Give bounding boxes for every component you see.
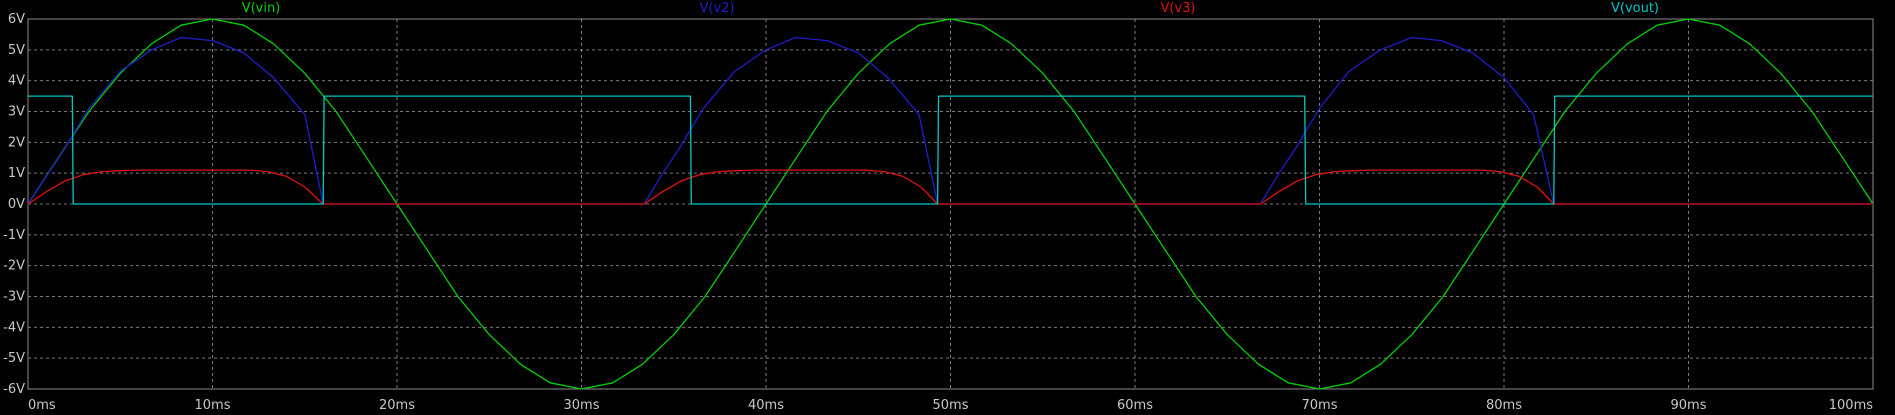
legend[interactable]: V(vin) V(v2) V(v3) V(vout) [242,1,1659,16]
series-traces [27,18,1874,390]
legend-entry[interactable]: V(v3) [1160,1,1195,16]
series-line-3 [28,95,1873,205]
legend-entry[interactable]: V(vin) [242,1,281,16]
y-tick-label: 6V [8,12,25,27]
x-tick-label: 50ms [933,398,969,413]
y-tick-label: 2V [8,135,25,150]
x-tick-label: 0ms [28,398,56,413]
y-tick-labels: 6V 5V 4V 3V 2V 1V 0V -1V -2V -3V -4V -5V -6V [3,12,25,397]
y-tick-label: -3V [3,290,25,305]
y-tick-label: 4V [8,74,25,89]
y-tick-label: -2V [3,259,25,274]
legend-entry[interactable]: V(v2) [699,1,734,16]
x-tick-label: 100ms [1829,398,1873,413]
y-tick-label: -6V [3,382,25,397]
y-tick-label: 3V [8,105,25,120]
legend-entry[interactable]: V(vout) [1611,1,1659,16]
series-line-1 [27,36,1873,205]
series-line-2 [27,169,1873,205]
x-tick-label: 60ms [1117,398,1153,413]
x-tick-label: 30ms [564,398,600,413]
y-tick-label: -4V [3,320,25,335]
x-tick-label: 80ms [1486,398,1522,413]
x-tick-labels: 0ms 10ms 20ms 30ms 40ms 50ms 60ms 70ms 80ms 90ms 1… [28,398,1873,413]
x-tick-label: 20ms [379,398,415,413]
y-tick-label: 1V [8,166,25,181]
x-tick-label: 10ms [195,398,231,413]
y-tick-label: 5V [8,43,25,58]
y-tick-label: -5V [3,351,25,366]
y-tick-label: 0V [8,197,25,212]
series-line-0 [27,18,1874,390]
y-tick-label: -1V [3,228,25,243]
x-tick-label: 90ms [1671,398,1707,413]
x-tick-label: 40ms [748,398,784,413]
x-tick-label: 70ms [1302,398,1338,413]
